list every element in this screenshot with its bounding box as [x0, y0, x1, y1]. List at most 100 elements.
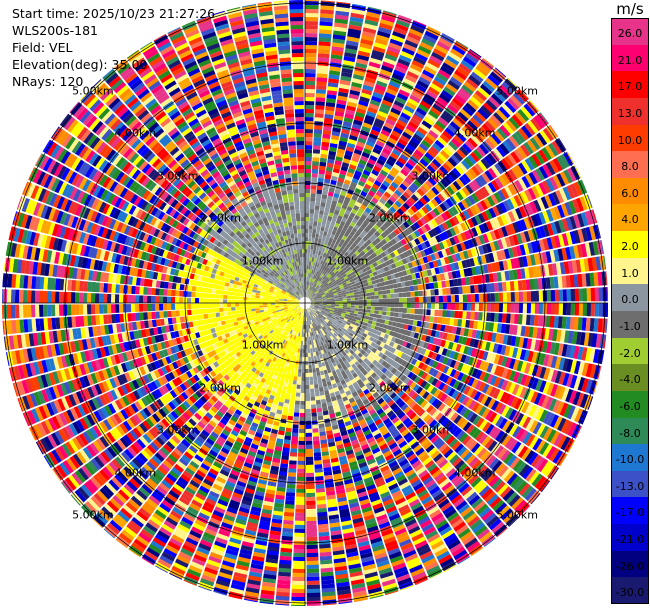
velocity-cell — [362, 27, 377, 34]
velocity-cell — [312, 153, 320, 158]
velocity-cell — [351, 81, 363, 89]
velocity-cell — [344, 251, 349, 257]
velocity-cell — [440, 191, 449, 200]
velocity-cell — [436, 72, 449, 83]
velocity-cell — [367, 6, 382, 11]
velocity-cell — [402, 221, 410, 229]
velocity-cell — [305, 141, 313, 146]
velocity-cell — [409, 94, 421, 104]
velocity-cell — [444, 58, 458, 69]
velocity-cell — [544, 145, 556, 159]
velocity-cell — [419, 123, 430, 133]
velocity-cell — [300, 392, 305, 397]
velocity-cell — [326, 273, 331, 278]
velocity-cell — [351, 248, 357, 254]
velocity-cell — [349, 245, 355, 251]
velocity-cell — [517, 280, 523, 291]
velocity-cell — [490, 71, 503, 84]
velocity-cell — [381, 238, 388, 245]
velocity-cell — [334, 115, 344, 121]
velocity-cell — [346, 243, 352, 249]
velocity-cell — [289, 452, 298, 457]
velocity-cell — [334, 276, 339, 281]
velocity-cell — [436, 205, 444, 214]
velocity-cell — [442, 130, 453, 141]
velocity-cell — [508, 169, 518, 181]
velocity-cell — [442, 110, 454, 121]
velocity-cell — [444, 127, 456, 138]
velocity-cell — [443, 175, 452, 185]
velocity-cell — [312, 287, 316, 292]
velocity-cell — [432, 142, 442, 152]
velocity-cell — [349, 198, 357, 205]
velocity-cell — [363, 262, 369, 268]
velocity-cell — [309, 290, 312, 295]
velocity-cell — [418, 208, 426, 217]
velocity-cell — [306, 332, 309, 337]
velocity-cell — [306, 468, 314, 473]
velocity-cell — [307, 257, 310, 262]
velocity-cell — [420, 225, 428, 234]
velocity-cell — [305, 188, 311, 194]
velocity-cell — [335, 107, 345, 113]
velocity-cell — [321, 194, 328, 200]
velocity-cell — [305, 196, 310, 202]
velocity-cell — [320, 153, 328, 159]
velocity-cell — [378, 241, 384, 248]
velocity-cell — [517, 128, 529, 141]
velocity-cell — [350, 310, 355, 314]
velocity-cell — [313, 274, 316, 279]
velocity-cell — [308, 368, 313, 373]
velocity-cell — [308, 269, 311, 274]
velocity-cell — [455, 178, 465, 188]
velocity-cell — [302, 356, 305, 361]
velocity-cell — [518, 314, 523, 325]
velocity-cell — [426, 309, 431, 316]
velocity-cell — [510, 313, 515, 324]
velocity-cell — [349, 251, 355, 256]
velocity-cell — [305, 376, 310, 381]
velocity-cell — [417, 314, 423, 321]
velocity-cell — [373, 314, 379, 318]
velocity-cell — [286, 391, 291, 396]
velocity-cell — [358, 133, 368, 141]
velocity-cell — [358, 207, 365, 214]
velocity-cell — [305, 129, 313, 134]
velocity-cell — [474, 293, 479, 302]
velocity-cell — [324, 290, 329, 293]
velocity-cell — [493, 90, 506, 103]
velocity-cell — [393, 27, 408, 36]
velocity-cell — [453, 135, 464, 145]
velocity-cell — [450, 48, 464, 59]
velocity-cell — [309, 295, 312, 299]
velocity-cell — [490, 312, 495, 322]
velocity-cell — [306, 265, 309, 270]
velocity-cell — [380, 151, 390, 159]
velocity-cell — [350, 307, 355, 311]
velocity-cell — [473, 149, 483, 160]
velocity-cell — [398, 138, 408, 147]
velocity-cell — [320, 398, 327, 404]
velocity-cell — [305, 153, 312, 158]
velocity-cell — [378, 303, 383, 307]
velocity-cell — [538, 303, 543, 314]
velocity-cell — [590, 303, 596, 317]
velocity-cell — [401, 313, 407, 319]
velocity-cell — [414, 83, 427, 93]
velocity-cell — [367, 158, 376, 166]
velocity-cell — [299, 356, 303, 361]
velocity-cell — [352, 218, 358, 224]
velocity-cell — [477, 61, 492, 74]
velocity-cell — [382, 166, 391, 174]
velocity-cell — [497, 282, 503, 292]
velocity-cell — [318, 41, 331, 47]
velocity-cell — [322, 287, 327, 291]
velocity-cell — [364, 114, 375, 122]
velocity-cell — [401, 47, 415, 56]
velocity-cell — [397, 287, 403, 293]
velocity-cell — [422, 182, 431, 192]
velocity-cell — [325, 253, 330, 259]
velocity-cell — [328, 150, 337, 157]
velocity-cell — [426, 133, 437, 143]
velocity-cell — [305, 245, 308, 250]
